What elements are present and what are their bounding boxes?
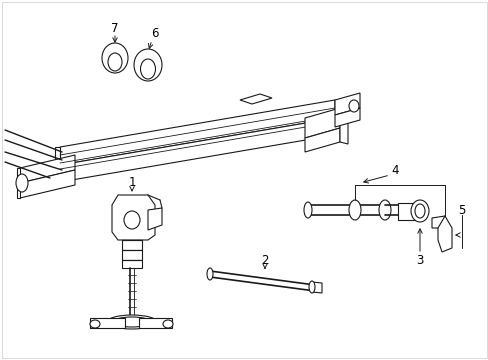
Polygon shape — [60, 118, 334, 182]
Ellipse shape — [410, 200, 428, 222]
Polygon shape — [139, 318, 172, 328]
Polygon shape — [122, 240, 142, 250]
Ellipse shape — [16, 174, 28, 192]
Ellipse shape — [348, 100, 358, 112]
Polygon shape — [431, 216, 451, 252]
Polygon shape — [17, 168, 20, 198]
Text: 4: 4 — [390, 163, 398, 176]
Text: 3: 3 — [415, 253, 423, 266]
Polygon shape — [339, 108, 347, 144]
Polygon shape — [148, 208, 162, 230]
Polygon shape — [305, 108, 339, 138]
Polygon shape — [20, 155, 75, 183]
Polygon shape — [305, 128, 339, 152]
Polygon shape — [60, 100, 334, 165]
Ellipse shape — [102, 43, 128, 73]
Polygon shape — [90, 318, 125, 328]
Ellipse shape — [124, 211, 140, 229]
Ellipse shape — [348, 200, 360, 220]
Ellipse shape — [304, 202, 311, 218]
Polygon shape — [397, 203, 419, 220]
Ellipse shape — [206, 268, 213, 280]
Polygon shape — [20, 170, 75, 198]
Polygon shape — [55, 147, 60, 182]
Ellipse shape — [107, 315, 157, 329]
Text: 5: 5 — [457, 203, 465, 216]
Ellipse shape — [134, 49, 162, 81]
Text: 6: 6 — [151, 27, 159, 40]
Polygon shape — [334, 108, 359, 127]
Ellipse shape — [378, 200, 390, 220]
Ellipse shape — [414, 204, 424, 218]
Ellipse shape — [108, 53, 122, 71]
Polygon shape — [240, 94, 271, 104]
Ellipse shape — [90, 320, 100, 328]
Polygon shape — [311, 282, 321, 293]
Polygon shape — [122, 250, 142, 260]
Ellipse shape — [163, 320, 173, 328]
Ellipse shape — [113, 317, 151, 327]
Text: 2: 2 — [261, 253, 268, 266]
Ellipse shape — [140, 59, 155, 79]
Polygon shape — [334, 93, 359, 115]
Text: 7: 7 — [111, 22, 119, 35]
Polygon shape — [112, 195, 155, 240]
Polygon shape — [122, 260, 142, 268]
Ellipse shape — [308, 281, 314, 293]
Text: 1: 1 — [128, 176, 136, 189]
